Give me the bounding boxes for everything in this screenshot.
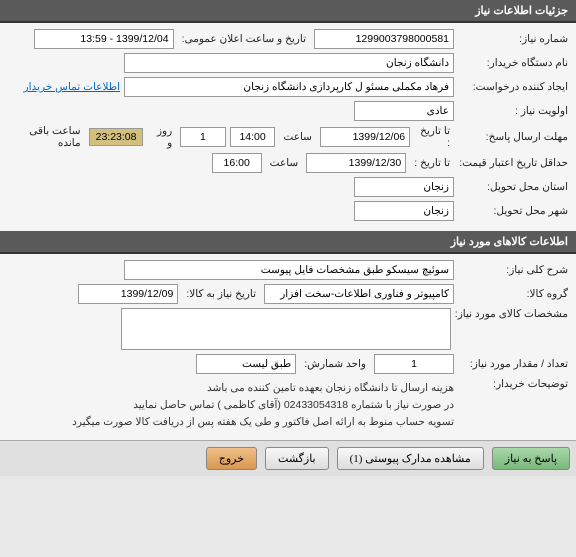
deadline-time-field: 14:00 [230,127,276,147]
note-line-1: هزینه ارسال تا دانشگاه زنجان بعهده تامین… [72,380,454,397]
spec-label: مشخصات کالای مورد نیاز: [455,308,568,320]
attachments-button[interactable]: مشاهده مدارک پیوستی (1) [337,447,484,470]
validity-sublabel: تا تاریخ : [414,157,450,169]
unit-label: واحد شمارش: [304,358,366,370]
reply-button[interactable]: پاسخ به نیاز [492,447,570,470]
delivery-city-label: شهر محل تحویل: [458,205,568,217]
footer-bar: پاسخ به نیاز مشاهده مدارک پیوستی (1) باز… [0,440,576,476]
need-date-field: 1399/12/09 [78,284,178,304]
unit-field: طبق لیست [196,354,296,374]
priority-label: اولویت نیاز : [458,105,568,117]
remain-label: ساعت باقی مانده [12,125,81,149]
section2-header: اطلاعات کالاهای مورد نیاز [0,231,576,254]
spec-textarea[interactable] [121,308,451,350]
remain-time-field: 23:23:08 [89,128,144,146]
group-label: گروه کالا: [458,288,568,300]
time-label-1: ساعت [283,131,312,143]
need-number-label: شماره نیاز: [458,33,568,45]
deadline-label: مهلت ارسال پاسخ: [458,131,568,143]
buyer-field: دانشگاه زنجان [124,53,454,73]
qty-field: 1 [374,354,454,374]
notes-label: توضیحات خریدار: [458,378,568,390]
deadline-sublabel: تا تاریخ : [418,125,450,149]
validity-label: حداقل تاریخ اعتبار قیمت: [458,157,568,169]
day-count-field: 1 [180,127,226,147]
validity-time-field: 16:00 [212,153,262,173]
priority-field: عادی [354,101,454,121]
day-label: روز و [151,125,172,149]
section2-body: شرح کلی نیاز: سوئیچ سیسکو طبق مشخصات فای… [0,254,576,440]
back-button[interactable]: بازگشت [265,447,329,470]
note-line-3: تسویه حساب منوط به ارائه اصل فاکتور و طی… [72,414,454,431]
exit-button[interactable]: خروج [206,447,257,470]
delivery-province-field: زنجان [354,177,454,197]
deadline-date-field: 1399/12/06 [320,127,410,147]
contact-link[interactable]: اطلاعات تماس خریدار [24,81,120,93]
need-number-field: 1299003798000581 [314,29,454,49]
group-field: کامپیوتر و فناوری اطلاعات-سخت افزار [264,284,454,304]
time-label-2: ساعت [270,157,299,169]
need-date-label: تاریخ نیاز به کالا: [186,288,256,300]
delivery-city-field: زنجان [354,201,454,221]
announce-field: 1399/12/04 - 13:59 [34,29,174,49]
delivery-province-label: استان محل تحویل: [458,181,568,193]
notes-block: هزینه ارسال تا دانشگاه زنجان بعهده تامین… [72,380,454,430]
validity-date-field: 1399/12/30 [306,153,406,173]
creator-field: فرهاد مکملی مسئو ل کارپردازی دانشگاه زنج… [124,77,454,97]
desc-field: سوئیچ سیسکو طبق مشخصات فایل پیوست [124,260,454,280]
buyer-label: نام دستگاه خریدار: [458,57,568,69]
announce-label: تاریخ و ساعت اعلان عمومی: [182,33,306,45]
section1-body: شماره نیاز: 1299003798000581 تاریخ و ساع… [0,23,576,231]
creator-label: ایجاد کننده درخواست: [458,81,568,93]
desc-label: شرح کلی نیاز: [458,264,568,276]
section1-header: جزئیات اطلاعات نیاز [0,0,576,23]
qty-label: تعداد / مقدار مورد نیاز: [458,358,568,370]
note-line-2: در صورت نیاز با شتماره 02433054318 (آقای… [72,397,454,414]
